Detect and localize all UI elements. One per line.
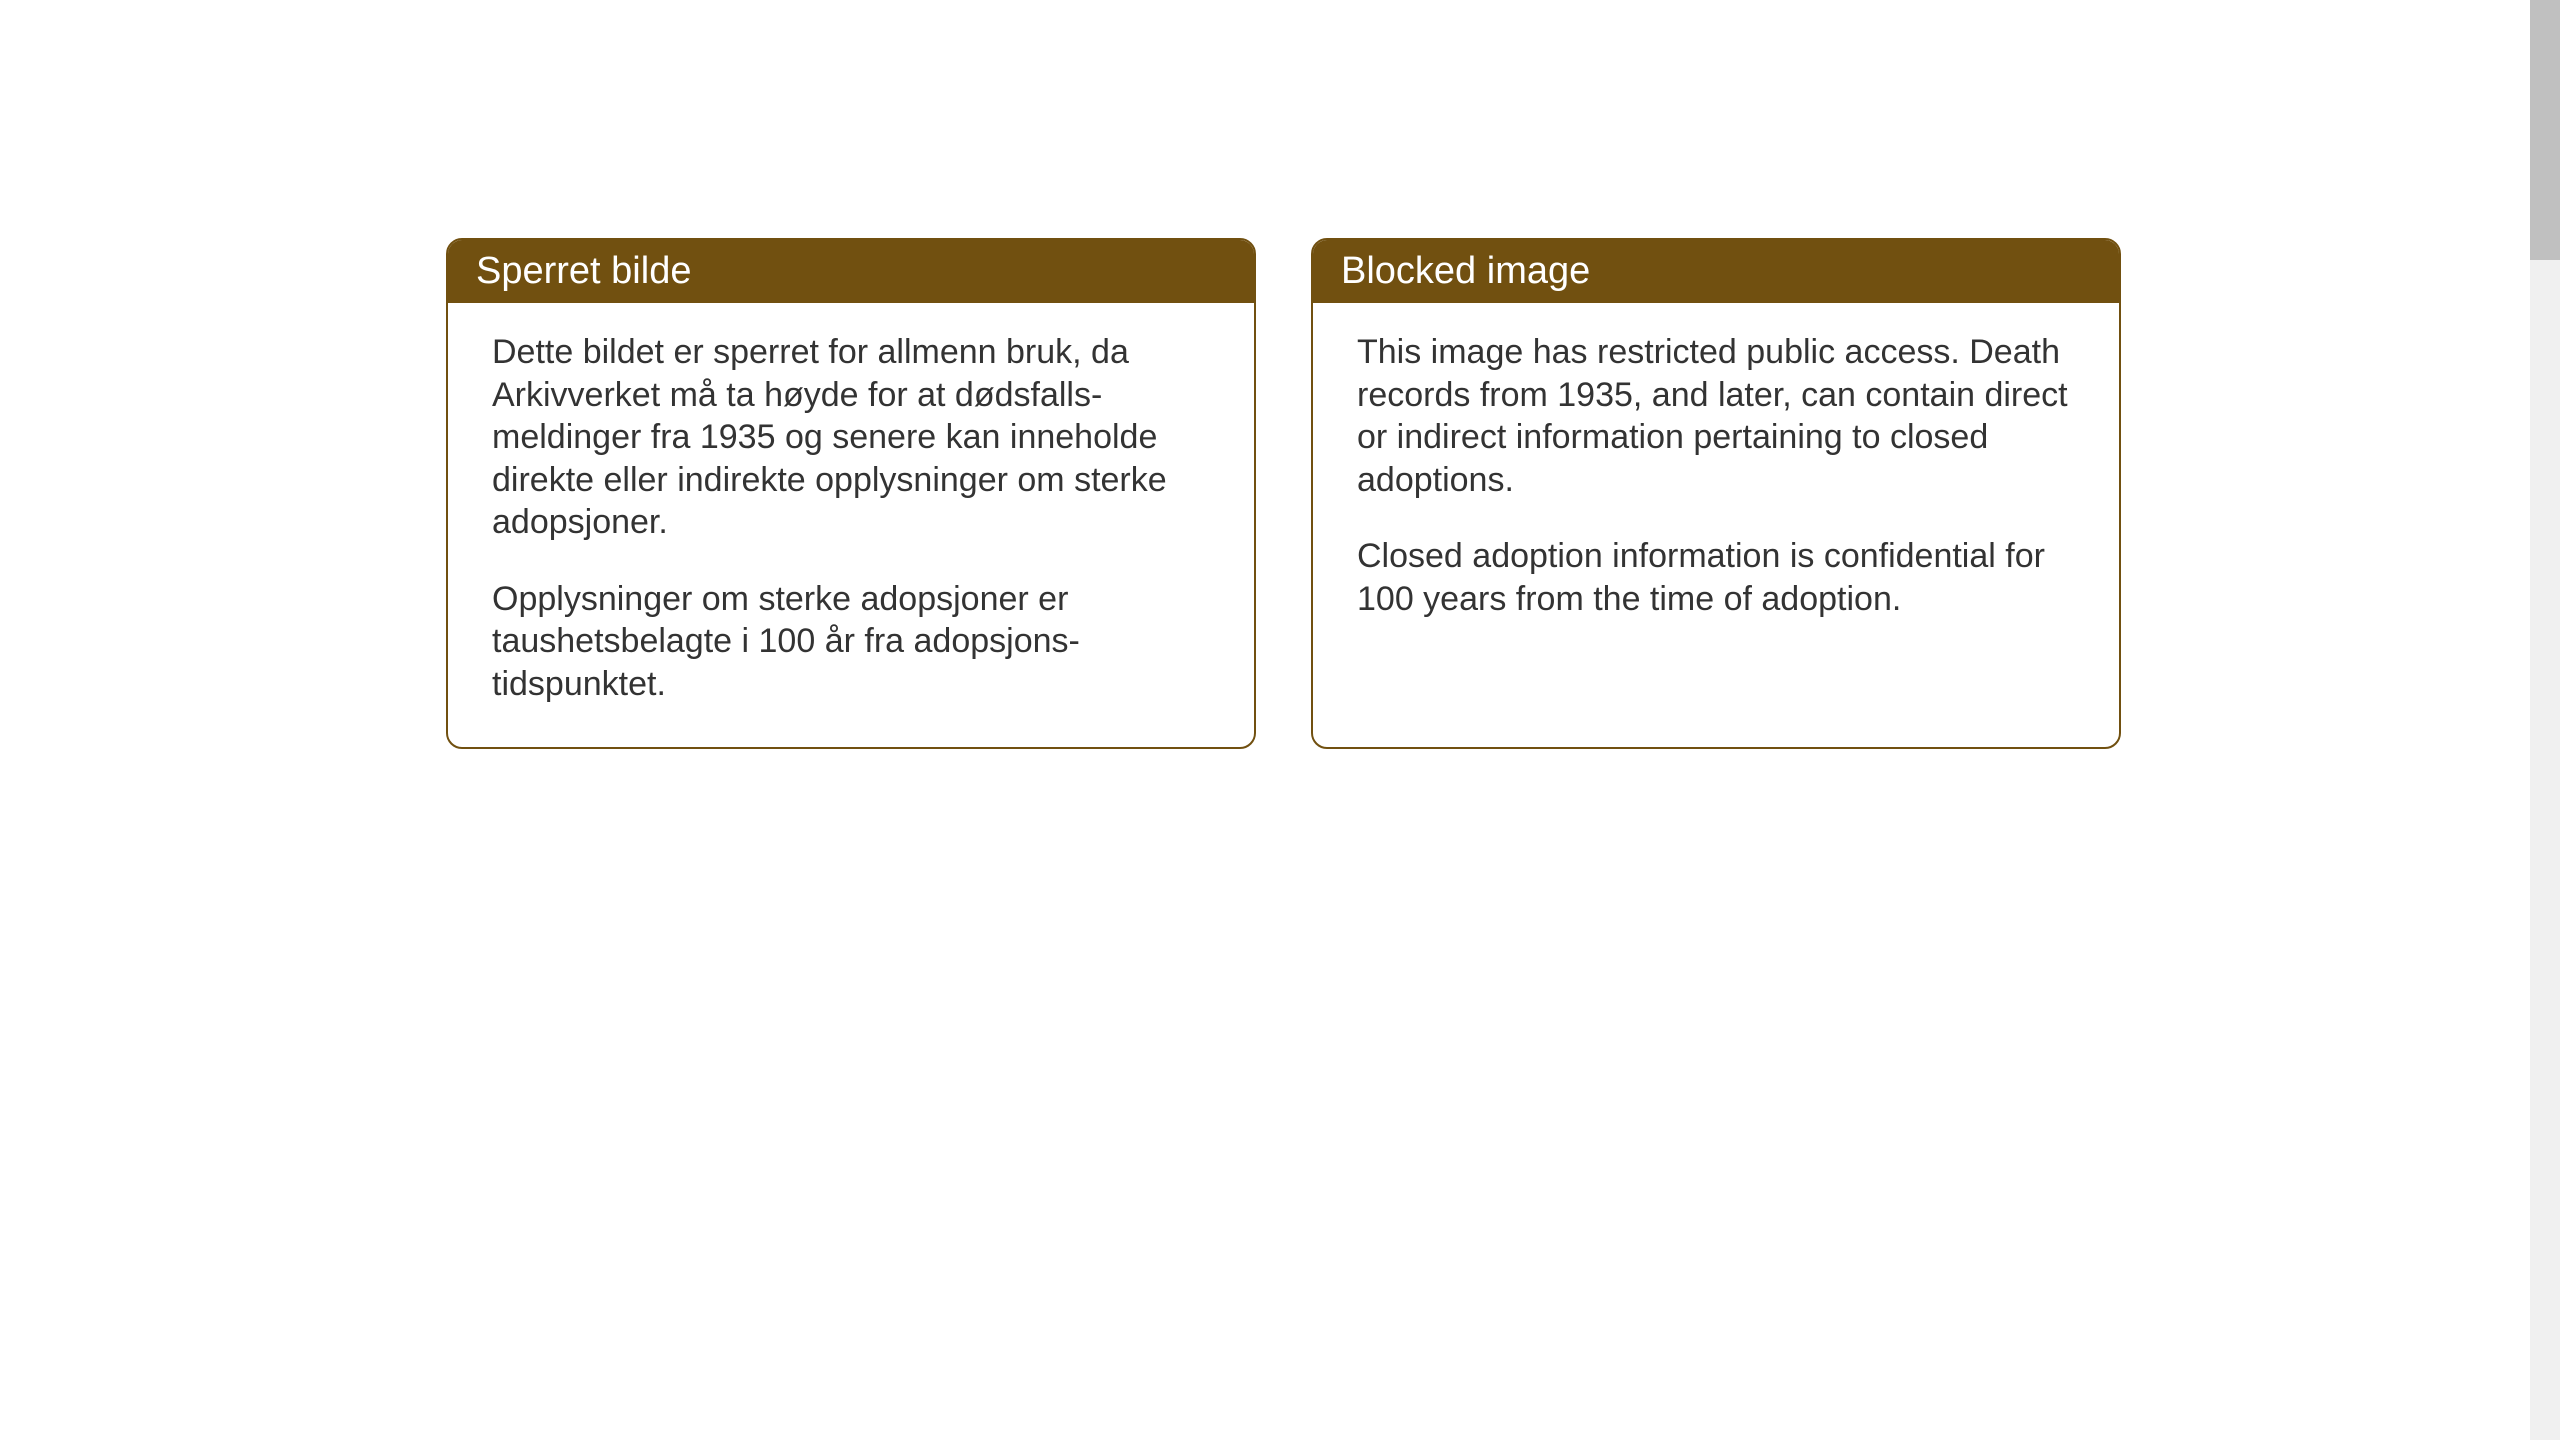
scrollbar-thumb[interactable]	[2530, 0, 2560, 260]
card-paragraph: Dette bildet er sperret for allmenn bruk…	[492, 331, 1210, 544]
card-title: Blocked image	[1341, 250, 1590, 292]
notice-card-norwegian: Sperret bilde Dette bildet er sperret fo…	[446, 238, 1256, 749]
vertical-scrollbar[interactable]	[2530, 0, 2560, 1440]
notice-cards-container: Sperret bilde Dette bildet er sperret fo…	[446, 238, 2121, 749]
card-header: Blocked image	[1313, 240, 2119, 303]
notice-card-english: Blocked image This image has restricted …	[1311, 238, 2121, 749]
card-body: This image has restricted public access.…	[1313, 303, 2119, 662]
card-title: Sperret bilde	[476, 250, 691, 292]
card-paragraph: Opplysninger om sterke adopsjoner er tau…	[492, 578, 1210, 706]
card-paragraph: Closed adoption information is confident…	[1357, 535, 2075, 620]
card-header: Sperret bilde	[448, 240, 1254, 303]
card-paragraph: This image has restricted public access.…	[1357, 331, 2075, 501]
card-body: Dette bildet er sperret for allmenn bruk…	[448, 303, 1254, 747]
